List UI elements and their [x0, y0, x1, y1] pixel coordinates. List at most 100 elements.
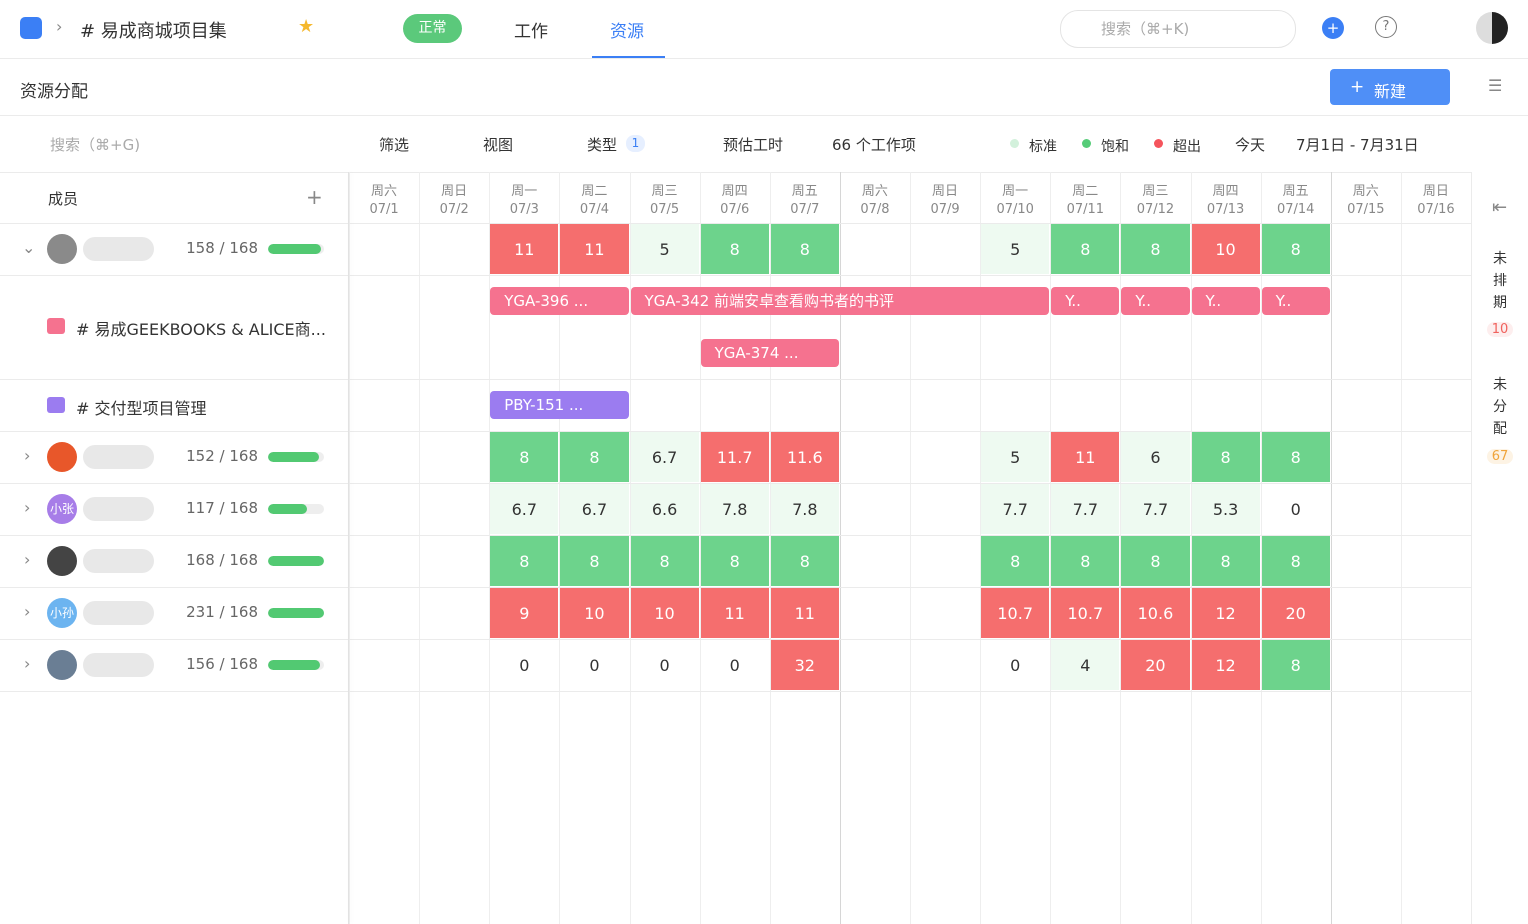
hours: 231 / 168 — [186, 603, 258, 621]
load-cell: 7.8 — [700, 484, 769, 534]
new-button-label[interactable]: 新建 — [1374, 82, 1407, 101]
expand[interactable]: ⌄ — [22, 238, 36, 257]
task-bar[interactable]: YGA-396 ... — [490, 287, 629, 315]
search-placeholder[interactable]: 搜索（⌘+K) — [1101, 20, 1190, 38]
column-line — [419, 172, 421, 924]
load-cell: 5 — [981, 432, 1050, 482]
column-line — [1260, 172, 1262, 924]
date-range[interactable]: 7月1日 - 7月31日 — [1296, 136, 1419, 154]
app-icon[interactable] — [20, 17, 42, 39]
column-line — [559, 172, 561, 924]
add-member[interactable]: + — [306, 185, 323, 209]
hours-bar — [268, 660, 320, 670]
hours: 156 / 168 — [186, 655, 258, 673]
today-button[interactable]: 今天 — [1235, 136, 1266, 154]
weekday: 周六 — [861, 184, 888, 199]
project-name[interactable]: # 交付型项目管理 — [76, 399, 207, 418]
load-cell: 8 — [490, 432, 559, 482]
divider — [0, 172, 1528, 173]
add-button[interactable]: + — [1322, 17, 1344, 39]
user-avatar[interactable] — [1476, 12, 1508, 44]
hours-track — [268, 452, 324, 462]
load-cell: 8 — [1261, 640, 1330, 690]
hours-bar — [268, 452, 319, 462]
column-line — [699, 172, 701, 924]
task-bar[interactable]: Y.. — [1191, 287, 1260, 315]
help[interactable]: ? — [1375, 16, 1397, 38]
date: 07/6 — [720, 202, 750, 217]
load-cell: 12 — [1191, 588, 1260, 638]
expand[interactable]: › — [24, 602, 31, 621]
load-cell: 7.7 — [1121, 484, 1190, 534]
project-name[interactable]: # 易成GEEKBOOKS & ALICE商... — [76, 320, 326, 339]
load-cell: 8 — [1051, 536, 1120, 586]
type-count: 1 — [626, 135, 645, 152]
name-placeholder — [83, 653, 154, 677]
column-line — [769, 172, 771, 924]
weekday: 周二 — [1072, 184, 1099, 199]
load-cell: 10 — [630, 588, 699, 638]
name-placeholder — [83, 601, 154, 625]
task-bar[interactable]: YGA-342 前端安卓查看购书者的书评 — [630, 287, 1050, 315]
weekday: 周三 — [1142, 184, 1169, 199]
tab-active[interactable]: 资源 — [610, 22, 644, 42]
weekday: 周四 — [1212, 184, 1239, 199]
expand[interactable]: › — [24, 446, 31, 465]
name-placeholder — [83, 549, 154, 573]
load-cell: 0 — [659, 655, 670, 675]
hours-track — [268, 608, 324, 618]
hours-bar — [268, 608, 324, 618]
status-badge[interactable]: 正常 — [403, 14, 462, 43]
task-bar[interactable]: Y.. — [1121, 287, 1190, 315]
row-line — [0, 587, 1528, 588]
hours-bar — [268, 556, 324, 566]
list-icon[interactable]: ☰ — [1488, 76, 1503, 95]
load-cell: 11 — [700, 588, 769, 638]
tab[interactable]: 工作 — [514, 22, 548, 42]
unscheduled-label[interactable]: 未排期 — [1493, 251, 1507, 311]
weekday: 周日 — [932, 184, 959, 199]
task-bar[interactable]: Y.. — [1051, 287, 1120, 315]
new-button[interactable] — [1330, 69, 1450, 105]
load-cell: 6.7 — [490, 484, 559, 534]
task-bar[interactable]: Y.. — [1261, 287, 1330, 315]
estimate[interactable]: 预估工时 — [723, 136, 784, 154]
member-search[interactable]: 搜索（⌘+G) — [50, 136, 141, 154]
legend-label: 标准 — [1029, 139, 1057, 155]
load-cell: 8 — [700, 536, 769, 586]
avatar — [47, 650, 77, 680]
star[interactable]: ★ — [298, 16, 315, 37]
expand[interactable]: › — [24, 550, 31, 569]
load-cell: 0 — [519, 655, 530, 675]
avatar: 小孙 — [47, 598, 77, 628]
expand[interactable]: › — [24, 498, 31, 517]
filter[interactable]: 筛选 — [379, 136, 410, 154]
legend-label: 超出 — [1173, 139, 1201, 155]
breadcrumb[interactable]: # 易成商城项目集 — [80, 21, 227, 42]
load-cell: 10.6 — [1121, 588, 1190, 638]
weekday: 周二 — [581, 184, 608, 199]
type[interactable]: 类型 — [587, 136, 618, 154]
weekday: 周日 — [441, 184, 468, 199]
search-box[interactable] — [1060, 10, 1296, 48]
task-bar[interactable]: PBY-151 ... — [490, 391, 629, 419]
weekday: 周四 — [721, 184, 748, 199]
tab-underline — [592, 56, 665, 58]
hours-track — [268, 660, 324, 670]
collapse[interactable]: ⇤ — [1492, 197, 1508, 218]
view[interactable]: 视图 — [483, 136, 514, 154]
divider — [0, 223, 1528, 224]
load-cell: 8 — [1191, 432, 1260, 482]
date: 07/15 — [1347, 202, 1385, 217]
expand[interactable]: › — [24, 654, 31, 673]
task-bar[interactable]: YGA-374 ... — [700, 339, 839, 367]
load-cell: 8 — [490, 536, 559, 586]
load-cell: 7.8 — [770, 484, 839, 534]
column-line — [1330, 172, 1332, 924]
hours-track — [268, 504, 324, 514]
date: 07/2 — [439, 202, 469, 217]
legend-dot — [1154, 139, 1163, 148]
load-cell: 10.7 — [1051, 588, 1120, 638]
unassigned-label[interactable]: 未分配 — [1493, 377, 1507, 437]
load-cell: 8 — [700, 224, 769, 274]
